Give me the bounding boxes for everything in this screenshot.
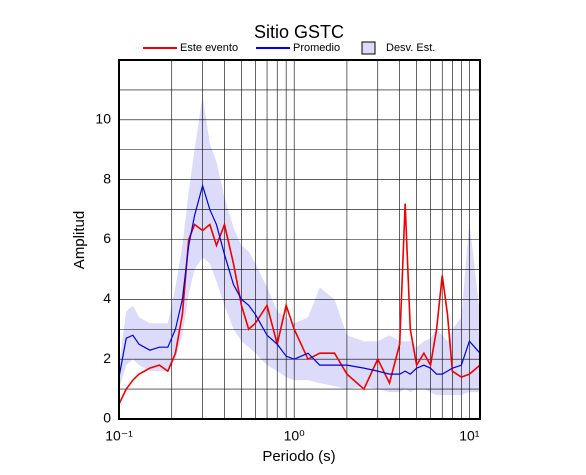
legend-label: Este evento: [180, 42, 238, 54]
legend-label: Promedio: [293, 42, 340, 54]
y-tick-label: 4: [103, 290, 111, 306]
y-tick-label: 0: [103, 410, 111, 426]
std-band: [119, 95, 480, 396]
x-axis-label: Periodo (s): [262, 448, 335, 465]
x-tick-label: 10¹: [459, 428, 480, 444]
y-axis-label: Amplitud: [71, 211, 88, 269]
chart-title: Sitio GSTC: [254, 22, 344, 42]
y-tick-label: 2: [103, 350, 111, 366]
x-tick-label: 10⁻¹: [105, 428, 133, 444]
series-line: [118, 203, 481, 405]
x-tick-label: 10⁰: [284, 428, 306, 444]
y-tick-label: 10: [95, 111, 111, 127]
y-tick-label: 8: [103, 170, 111, 186]
series-line: [118, 183, 481, 378]
y-tick-label: 6: [103, 230, 111, 246]
plot-frame: [118, 59, 481, 420]
legend-label: Desv. Est.: [386, 42, 435, 54]
legend-swatch: [361, 41, 376, 55]
